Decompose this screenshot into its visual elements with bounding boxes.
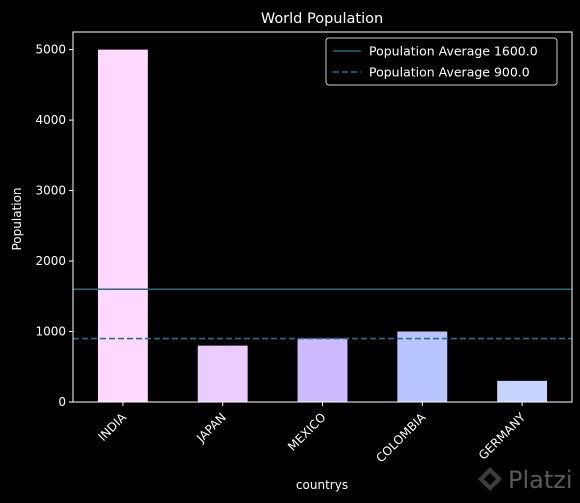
- y-tick-label-4000: 4000: [35, 113, 66, 127]
- legend: Population Average 1600.0 Population Aver…: [325, 37, 558, 86]
- platzi-logo-icon: [478, 467, 502, 491]
- axes-frame: [72, 31, 573, 403]
- y-tick-label-5000: 5000: [35, 43, 66, 57]
- legend-label-900: Population Average 900.0: [369, 65, 530, 80]
- y-tick-label-0: 0: [58, 395, 66, 409]
- y-axis-label: Population: [10, 187, 24, 250]
- y-tick-label-2000: 2000: [35, 254, 66, 268]
- bars-group: [97, 49, 548, 402]
- chart-title: World Population: [261, 11, 383, 27]
- watermark-text: Platzi: [508, 466, 573, 494]
- reference-lines-group: [73, 288, 572, 340]
- legend-label-1600: Population Average 1600.0: [369, 44, 538, 59]
- y-tick-label-1000: 1000: [35, 325, 66, 339]
- bar-mexico: [297, 338, 348, 402]
- bar-germany: [497, 380, 548, 402]
- bar-india: [97, 49, 148, 402]
- x-axis-label: countrys: [296, 478, 348, 492]
- platzi-watermark: Platzi: [478, 466, 573, 494]
- legend-box: [325, 37, 558, 86]
- bar-colombia: [397, 331, 448, 402]
- y-axis: 0 1000 2000 3000 4000 5000: [35, 43, 73, 409]
- bar-japan: [197, 345, 248, 402]
- y-tick-label-3000: 3000: [35, 184, 66, 198]
